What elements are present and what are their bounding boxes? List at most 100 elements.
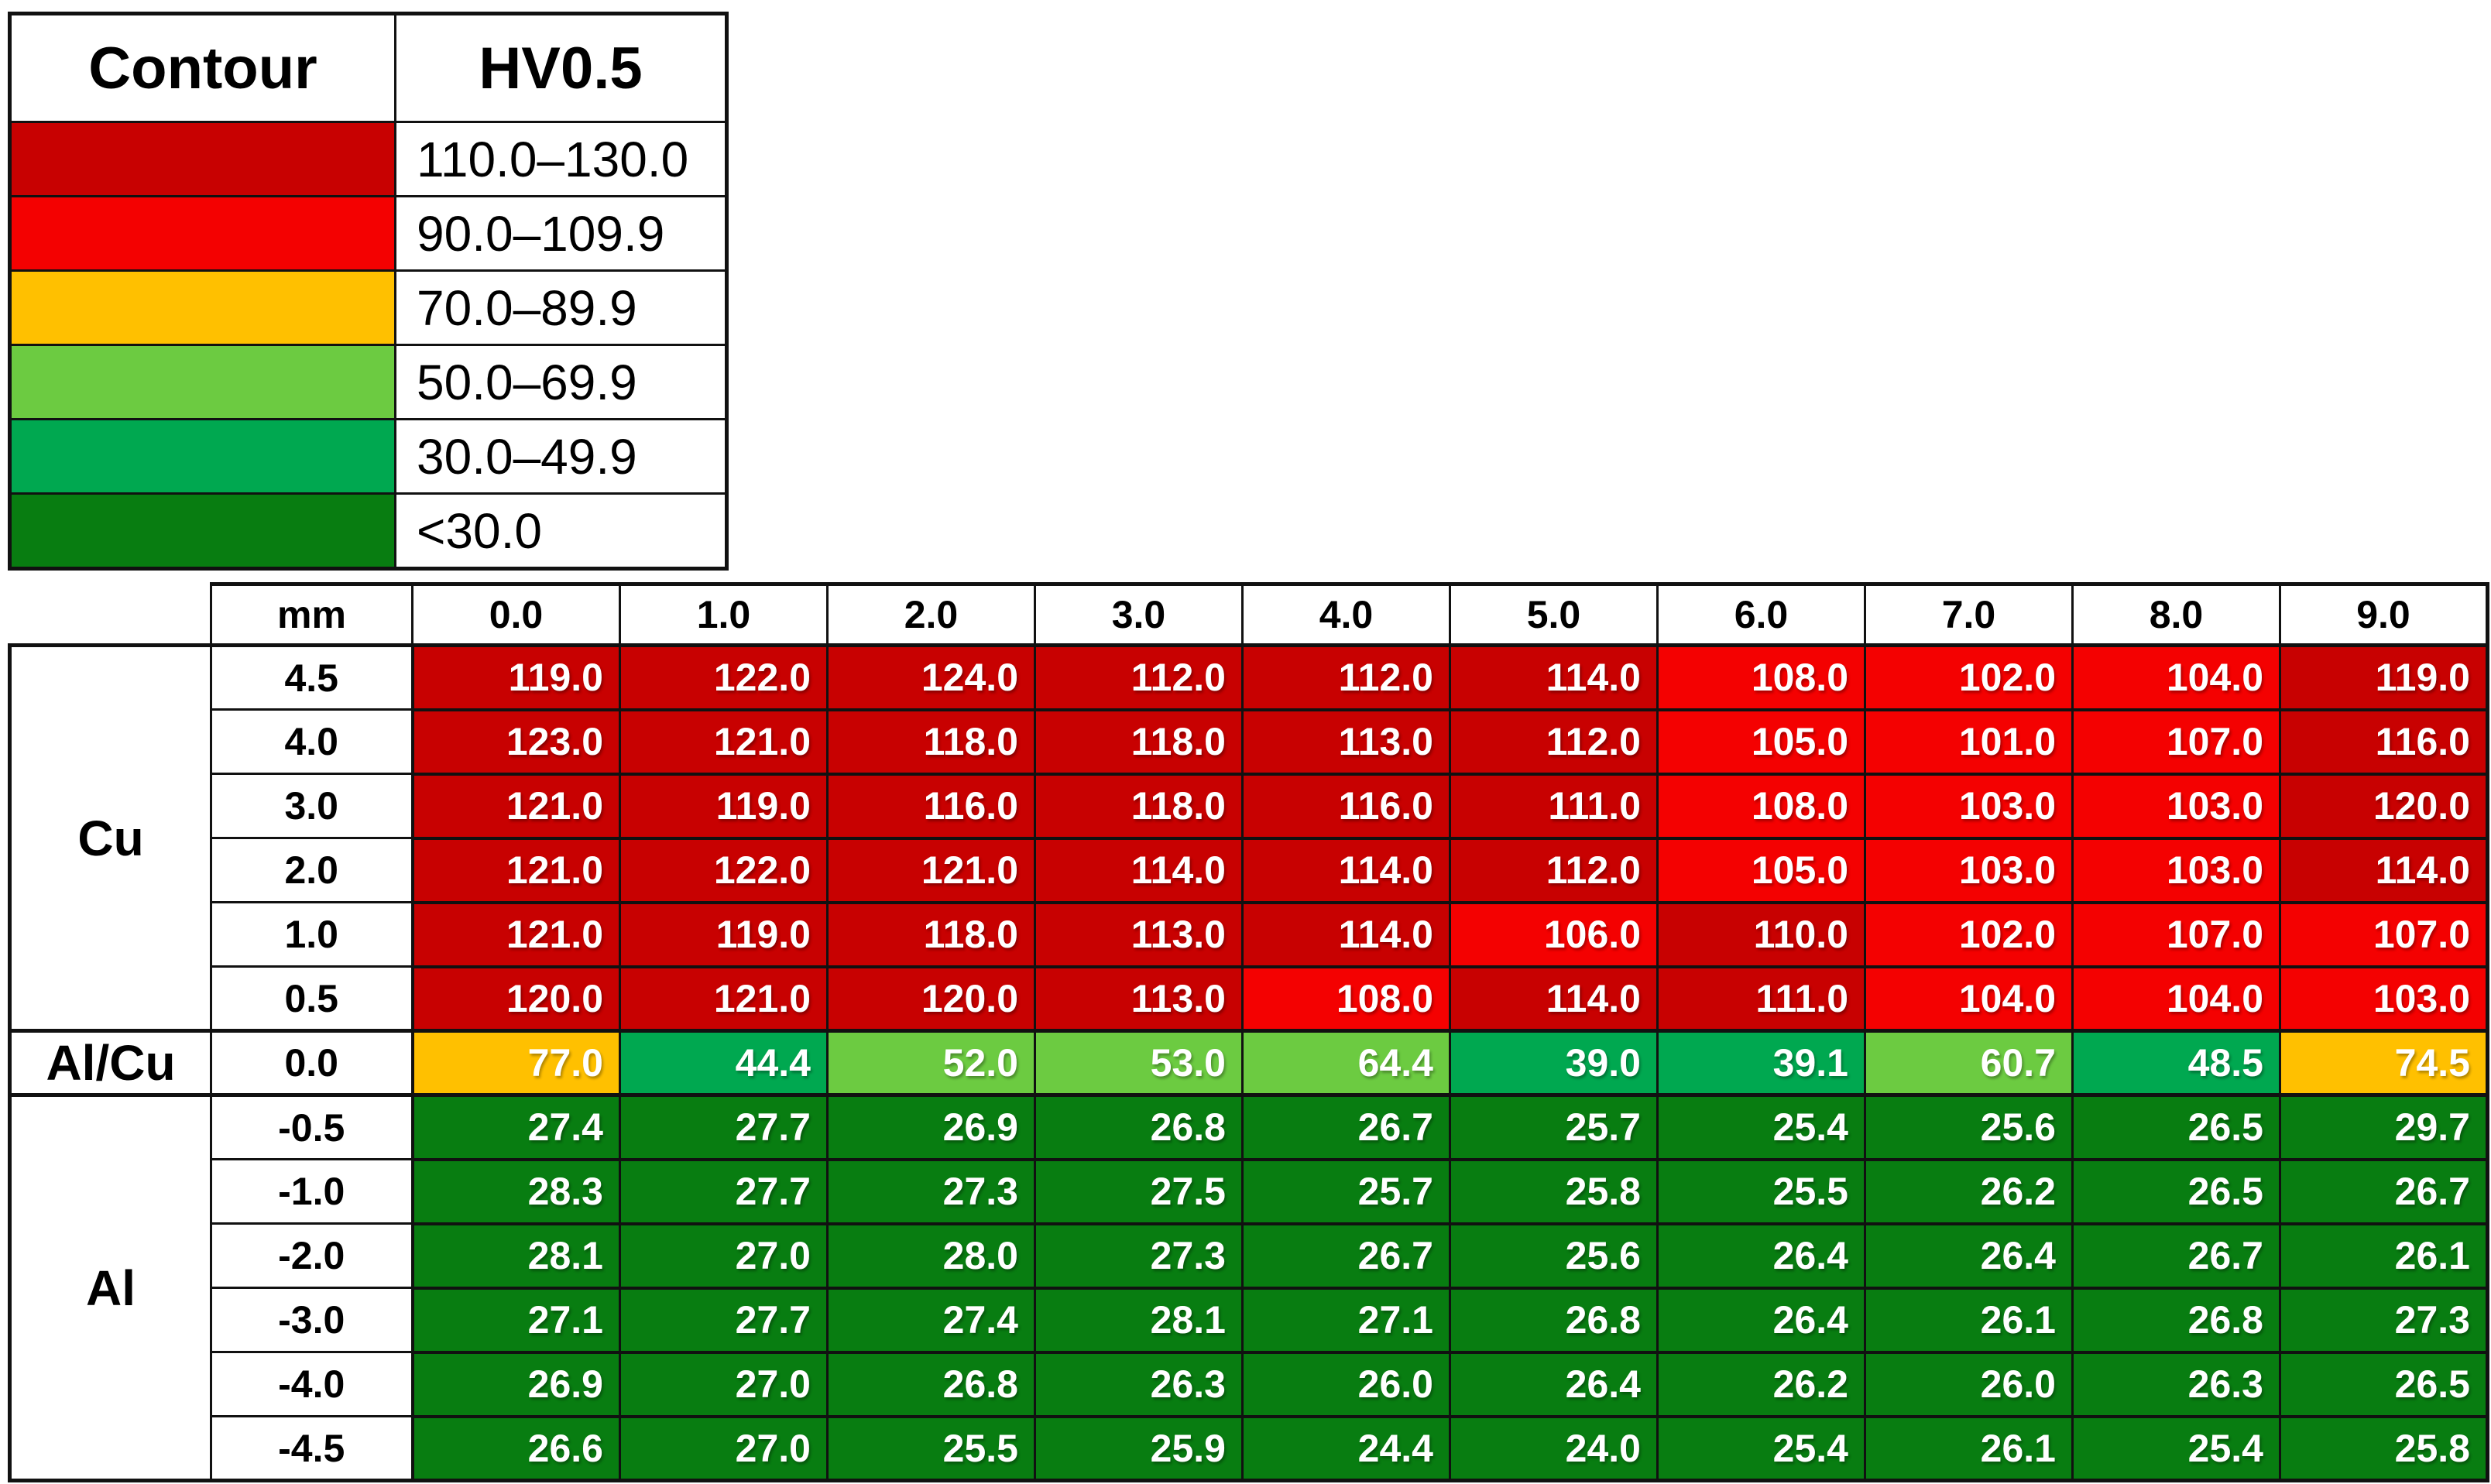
- value-cell: 112.0: [1449, 708, 1659, 776]
- column-header: 0.0: [411, 582, 621, 647]
- value-cell: 26.8: [2071, 1286, 2281, 1354]
- table-row: 2.0 121.0 122.0 121.0 114.0 114.0 112.0 105.0 10…: [10, 836, 2489, 904]
- value-cell: 119.0: [619, 772, 829, 840]
- value-cell: 122.0: [619, 643, 829, 711]
- legend-header-row: Contour HV0.5: [8, 12, 729, 123]
- value-cell: 124.0: [826, 643, 1036, 711]
- value-cell: 123.0: [411, 708, 621, 776]
- value-cell: 121.0: [619, 965, 829, 1033]
- legend-range-label: 90.0–109.9: [394, 195, 729, 272]
- legend-range-label: 70.0–89.9: [394, 269, 729, 346]
- legend-swatch-green: [8, 418, 396, 495]
- value-cell: 108.0: [1656, 643, 1866, 711]
- column-header: 3.0: [1034, 582, 1244, 647]
- value-cell: 25.6: [1864, 1093, 2074, 1161]
- value-cell: 27.5: [1034, 1157, 1244, 1225]
- value-cell: 26.7: [2279, 1157, 2489, 1225]
- legend-swatch-orange: [8, 269, 396, 346]
- value-cell: 106.0: [1449, 900, 1659, 968]
- depth-label: -3.0: [210, 1287, 414, 1353]
- depth-label: 3.0: [210, 773, 414, 839]
- value-cell: 26.8: [1034, 1093, 1244, 1161]
- depth-label: 1.0: [210, 901, 414, 968]
- depth-label: 0.5: [210, 965, 414, 1032]
- value-cell: 26.0: [1241, 1350, 1451, 1418]
- depth-label: -0.5: [210, 1093, 414, 1160]
- value-cell: 113.0: [1034, 900, 1244, 968]
- value-cell: 107.0: [2071, 708, 2281, 776]
- value-cell: 121.0: [619, 708, 829, 776]
- value-cell: 121.0: [826, 836, 1036, 904]
- value-cell: 28.0: [826, 1222, 1036, 1290]
- depth-label: -1.0: [210, 1158, 414, 1225]
- legend-range-label: 110.0–130.0: [394, 121, 729, 197]
- value-cell: 26.3: [2071, 1350, 2281, 1418]
- column-header: 4.0: [1241, 582, 1451, 647]
- table-row: -3.0 27.1 27.7 27.4 28.1 27.1 26.8 26.4 26.1 26.8…: [10, 1286, 2489, 1354]
- value-cell: 119.0: [411, 643, 621, 711]
- legend-row: <30.0: [8, 492, 729, 571]
- value-cell: 104.0: [2071, 643, 2281, 711]
- value-cell: 26.3: [1034, 1350, 1244, 1418]
- value-cell: 26.1: [1864, 1286, 2074, 1354]
- table-row: -1.0 28.3 27.7 27.3 27.5 25.7 25.8 25.5 26.2 26.5…: [10, 1157, 2489, 1225]
- value-cell: 44.4: [619, 1029, 829, 1097]
- value-cell: 26.1: [1864, 1414, 2074, 1482]
- contour-legend: Contour HV0.5 110.0–130.0 90.0–109.9 70.…: [8, 12, 729, 571]
- value-cell: 27.1: [411, 1286, 621, 1354]
- corner-cell: [9, 584, 212, 647]
- value-cell: 53.0: [1034, 1029, 1244, 1097]
- table-row: 3.0 121.0 119.0 116.0 118.0 116.0 111.0 108.0 10…: [10, 772, 2489, 840]
- value-cell: 27.3: [826, 1157, 1036, 1225]
- value-cell: 116.0: [826, 772, 1036, 840]
- table-row: Al/Cu 0.0 77.0 44.4 52.0 53.0 64.4 39.0 39.1 60.7…: [8, 1029, 2489, 1097]
- value-cell: 26.5: [2279, 1350, 2489, 1418]
- legend-header-contour: Contour: [8, 12, 396, 123]
- value-cell: 103.0: [1864, 772, 2074, 840]
- value-cell: 120.0: [411, 965, 621, 1033]
- value-cell: 28.3: [411, 1157, 621, 1225]
- column-header: 7.0: [1864, 582, 2074, 647]
- legend-row: 50.0–69.9: [8, 344, 729, 420]
- value-cell: 26.1: [2279, 1222, 2489, 1290]
- value-cell: 103.0: [2071, 836, 2281, 904]
- value-cell: 26.4: [1656, 1222, 1866, 1290]
- legend-header-hv: HV0.5: [394, 12, 729, 123]
- value-cell: 25.9: [1034, 1414, 1244, 1482]
- value-cell: 114.0: [1034, 836, 1244, 904]
- value-cell: 60.7: [1864, 1029, 2074, 1097]
- value-cell: 107.0: [2279, 900, 2489, 968]
- column-header-row: mm 0.0 1.0 2.0 3.0 4.0 5.0 6.0 7.0 8.0 9.0: [9, 582, 2489, 647]
- value-cell: 27.7: [619, 1157, 829, 1225]
- legend-range-label: 50.0–69.9: [394, 344, 729, 420]
- value-cell: 25.4: [2071, 1414, 2281, 1482]
- value-cell: 24.0: [1449, 1414, 1659, 1482]
- value-cell: 108.0: [1241, 965, 1451, 1033]
- value-cell: 26.4: [1449, 1350, 1659, 1418]
- legend-row: 70.0–89.9: [8, 269, 729, 346]
- legend-row: 30.0–49.9: [8, 418, 729, 495]
- table-row: -4.0 26.9 27.0 26.8 26.3 26.0 26.4 26.2 26.0 26.3…: [10, 1350, 2489, 1418]
- value-cell: 114.0: [1241, 900, 1451, 968]
- column-header: 1.0: [619, 582, 829, 647]
- value-cell: 114.0: [1449, 965, 1659, 1033]
- value-cell: 74.5: [2279, 1029, 2489, 1097]
- legend-swatch-dark-red: [8, 121, 396, 197]
- legend-swatch-red: [8, 195, 396, 272]
- value-cell: 26.4: [1656, 1286, 1866, 1354]
- value-cell: 121.0: [411, 900, 621, 968]
- value-cell: 26.2: [1864, 1157, 2074, 1225]
- legend-swatch-dark-green: [8, 492, 396, 571]
- value-cell: 118.0: [826, 900, 1036, 968]
- value-cell: 52.0: [826, 1029, 1036, 1097]
- value-cell: 26.7: [2071, 1222, 2281, 1290]
- value-cell: 118.0: [826, 708, 1036, 776]
- value-cell: 122.0: [619, 836, 829, 904]
- value-cell: 116.0: [2279, 708, 2489, 776]
- value-cell: 110.0: [1656, 900, 1866, 968]
- value-cell: 101.0: [1864, 708, 2074, 776]
- value-cell: 25.5: [826, 1414, 1036, 1482]
- value-cell: 25.8: [2279, 1414, 2489, 1482]
- legend-range-label: <30.0: [394, 492, 729, 571]
